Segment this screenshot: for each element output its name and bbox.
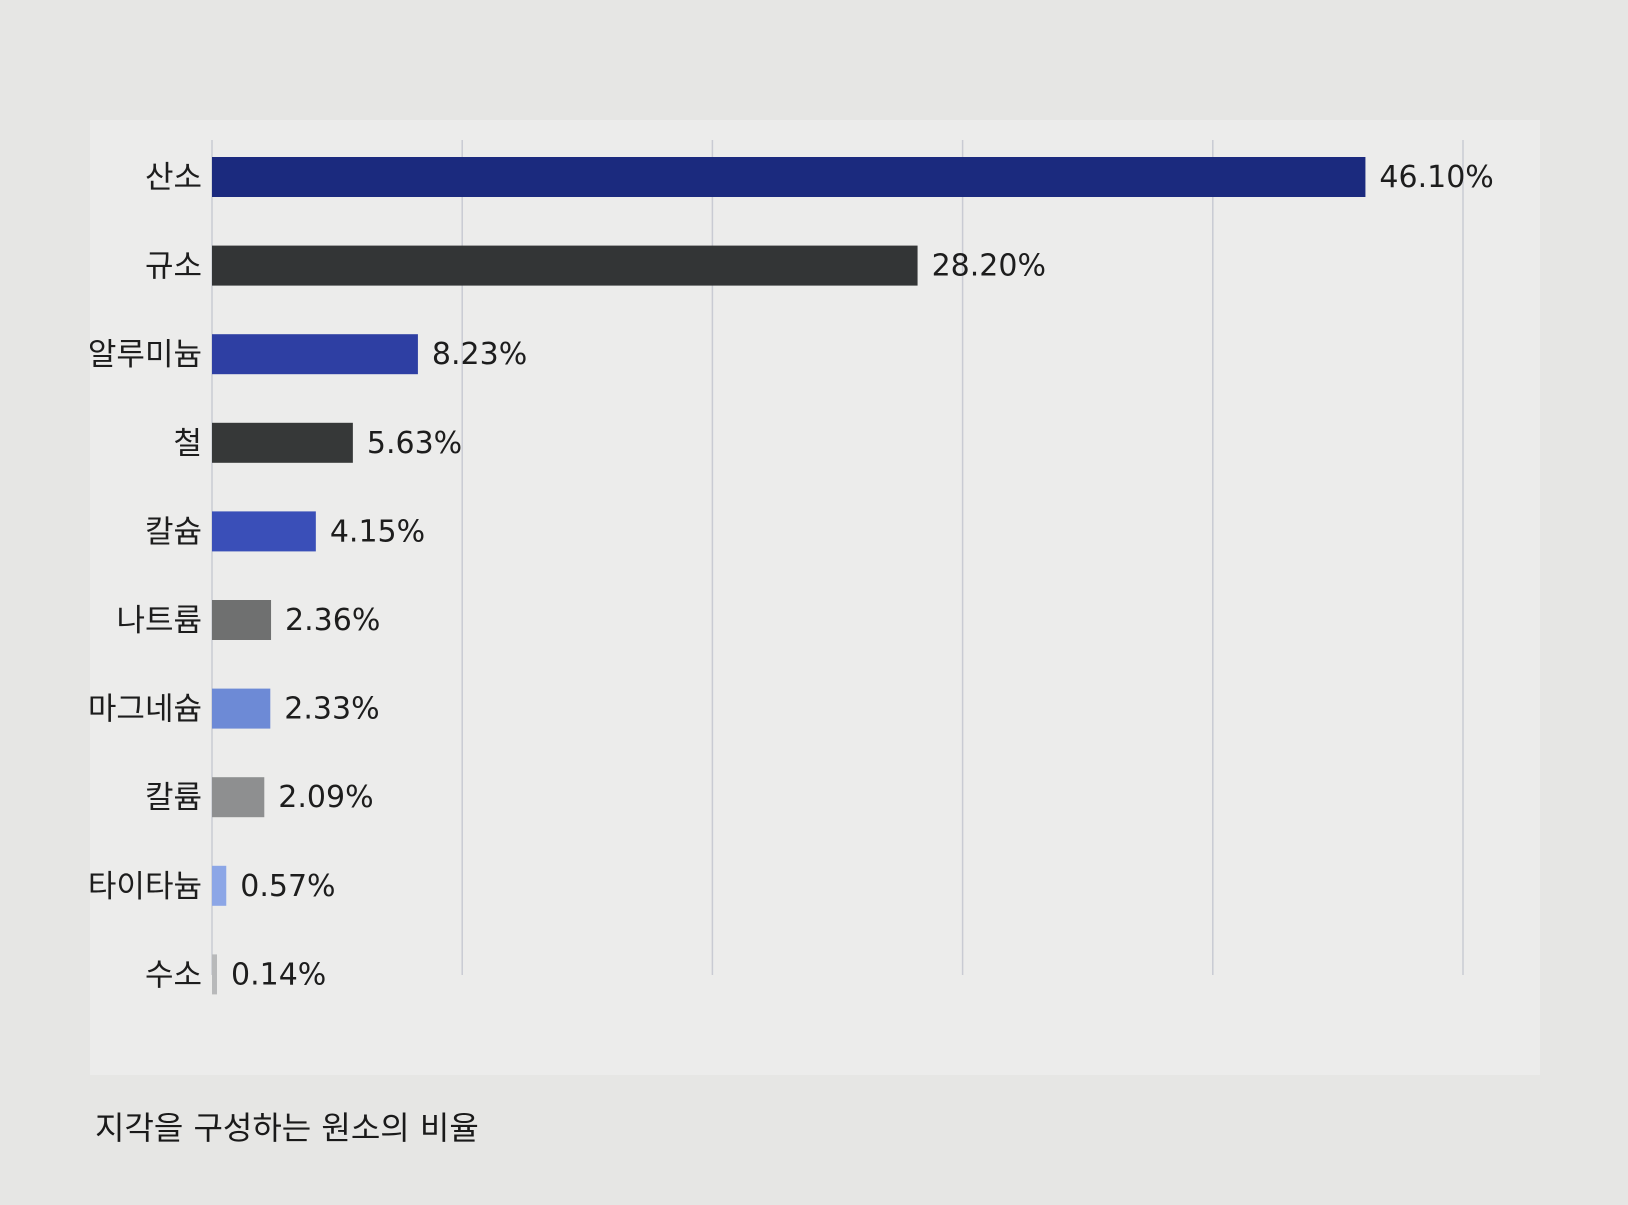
value-label: 0.57%	[240, 869, 335, 904]
bar	[212, 422, 353, 463]
category-label: 알루미늄	[90, 337, 202, 373]
value-label: 0.14%	[231, 957, 326, 992]
category-label: 마그네슘	[90, 692, 202, 728]
bar	[212, 511, 316, 552]
category-label: 칼슘	[145, 514, 202, 550]
bar	[212, 600, 272, 640]
bar	[212, 334, 418, 375]
category-label: 철	[173, 426, 202, 462]
bar	[212, 245, 918, 286]
bar	[212, 157, 1366, 197]
category-label: 산소	[145, 160, 202, 196]
bar	[212, 688, 271, 729]
value-label: 8.23%	[432, 337, 527, 372]
category-label: 수소	[145, 957, 202, 993]
category-label: 규소	[145, 249, 202, 285]
value-label: 46.10%	[1379, 160, 1493, 195]
figure-caption: 지각을 구성하는 원소의 비율	[95, 1109, 479, 1147]
category-label: 칼륨	[145, 780, 202, 816]
value-label: 2.33%	[284, 692, 379, 727]
value-label: 4.15%	[330, 514, 425, 549]
bars	[212, 157, 1366, 995]
bar	[212, 777, 265, 818]
bar	[212, 865, 227, 906]
bar-chart: 산소 46.10% 규소 28.20% 알루미늄 8.23% 철 5.63% 칼슘 4.15% 나트…	[90, 140, 1494, 995]
chart-panel: 산소 46.10% 규소 28.20% 알루미늄 8.23% 철 5.63% 칼슘 4.15% 나트…	[90, 120, 1540, 1075]
value-label: 5.63%	[367, 426, 462, 461]
labels: 산소 46.10% 규소 28.20% 알루미늄 8.23% 철 5.63% 칼슘 4.15% 나트…	[90, 160, 1494, 993]
value-label: 2.09%	[278, 780, 373, 815]
value-label: 2.36%	[285, 603, 380, 638]
category-label: 나트륨	[116, 603, 202, 639]
category-label: 타이타늄	[90, 869, 202, 905]
value-label: 28.20%	[932, 249, 1046, 284]
bar	[212, 954, 217, 995]
